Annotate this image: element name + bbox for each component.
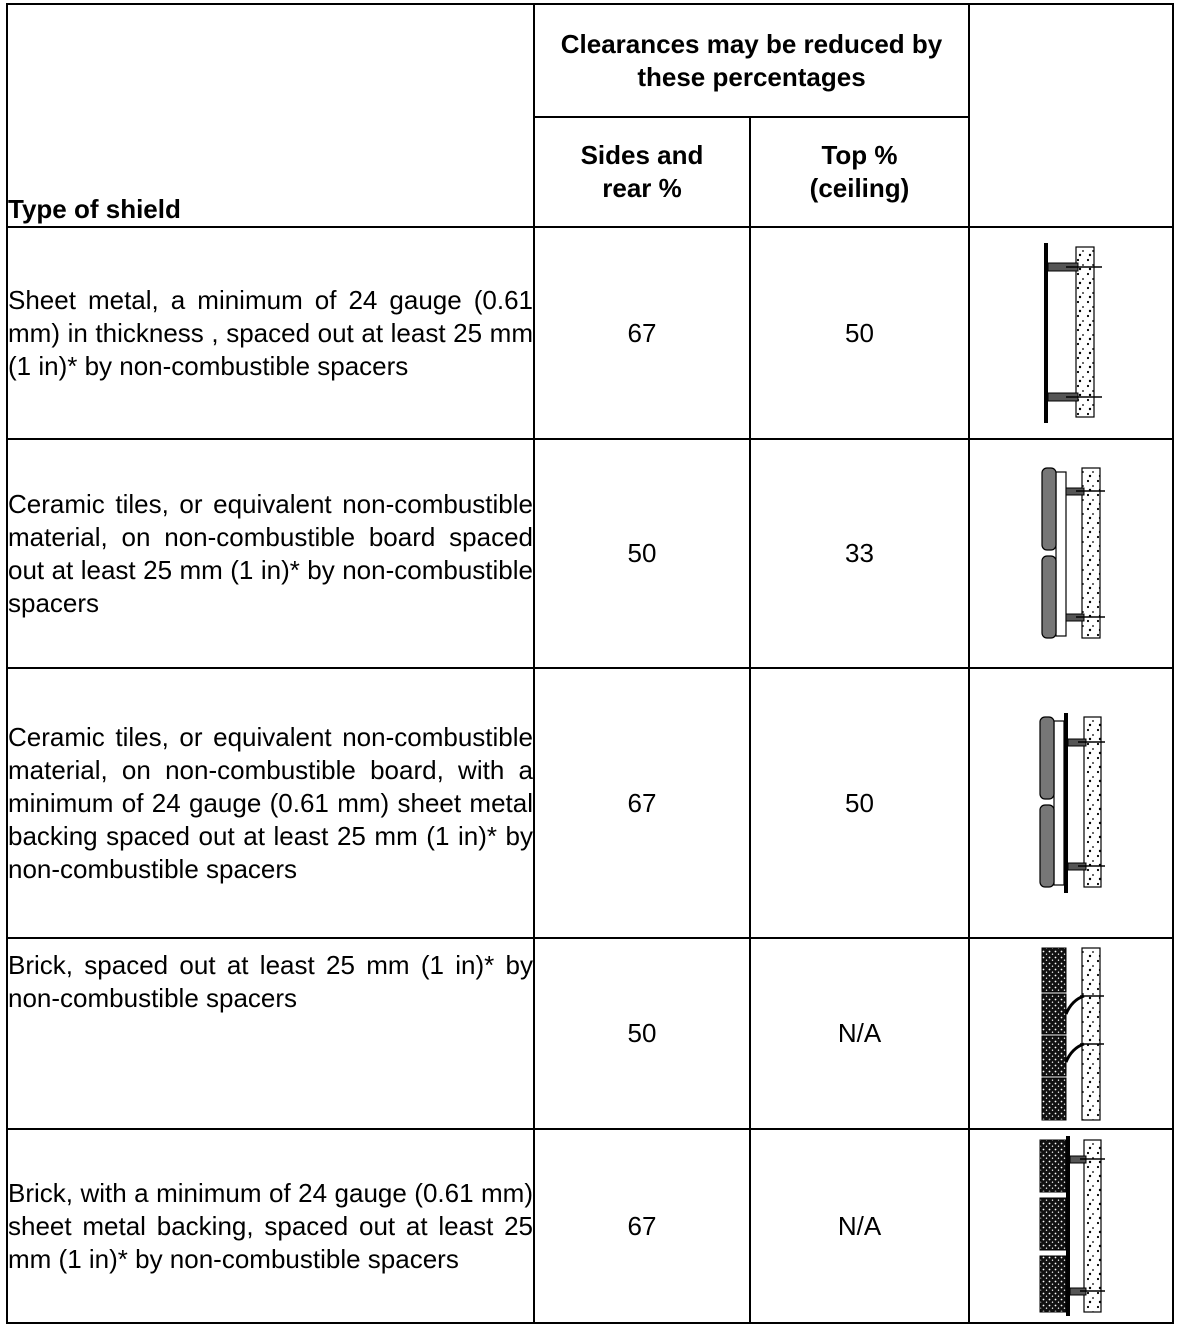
shield-description: Brick, with a minimum of 24 gauge (0.61 …	[6, 1128, 535, 1324]
shield-description: Ceramic tiles, or equivalent non-combust…	[6, 438, 535, 669]
shield-clearance-table: Type of shield Clearances may be reduced…	[6, 3, 1175, 1324]
type-of-shield-header: Type of shield	[6, 3, 535, 228]
header-row-sub: Sides and rear % Top % (ceiling)	[7, 116, 1173, 228]
top-ceiling-value: 50	[748, 667, 971, 939]
figure-column-header	[968, 3, 1175, 228]
sides-rear-header: Sides and rear %	[533, 116, 751, 228]
top-ceiling-header: Top % (ceiling)	[748, 116, 971, 228]
table-row: Sheet metal, a minimum of 24 gauge (0.61…	[6, 226, 1175, 440]
top-ceiling-value: N/A	[748, 937, 971, 1130]
ceramic-tile-metal-backed-shield-figure	[1039, 713, 1106, 893]
clearance-reduction-group-header: Clearances may be reduced by these perce…	[532, 3, 971, 118]
top-ceiling-value: 33	[748, 438, 971, 669]
shield-description: Brick, spaced out at least 25 mm (1 in)*…	[6, 937, 535, 1130]
shield-description: Ceramic tiles, or equivalent non-combust…	[6, 667, 535, 939]
brick-shield-figure	[1041, 946, 1105, 1121]
table-row: Ceramic tiles, or equivalent non-combust…	[6, 667, 1175, 939]
sides-rear-value: 50	[533, 438, 751, 669]
shield-description: Sheet metal, a minimum of 24 gauge (0.61…	[6, 226, 535, 440]
table-row: Brick, with a minimum of 24 gauge (0.61 …	[6, 1128, 1175, 1324]
ceramic-tile-shield-figure	[1041, 466, 1106, 639]
table-row: Brick, spaced out at least 25 mm (1 in)*…	[6, 937, 1175, 1130]
header-row-group: Type of shield Clearances may be reduced…	[6, 3, 1175, 228]
sides-rear-value: 50	[533, 937, 751, 1130]
top-ceiling-value: N/A	[748, 1128, 971, 1324]
sheet-metal-shield-figure	[1044, 243, 1103, 423]
sides-rear-value: 67	[533, 226, 751, 440]
table-row: Ceramic tiles, or equivalent non-combust…	[6, 438, 1175, 669]
sides-rear-value: 67	[533, 667, 751, 939]
top-ceiling-value: 50	[748, 226, 971, 440]
sides-rear-value: 67	[533, 1128, 751, 1324]
brick-metal-backed-shield-figure	[1039, 1136, 1106, 1316]
